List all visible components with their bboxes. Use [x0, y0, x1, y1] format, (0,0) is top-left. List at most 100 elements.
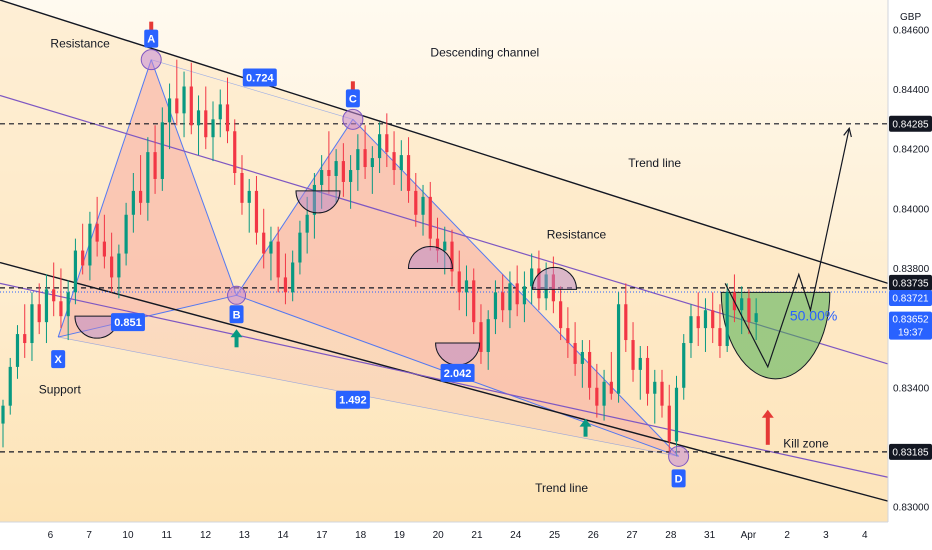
candle-body — [204, 110, 208, 138]
candle-body — [1, 405, 5, 424]
candle-body — [81, 250, 85, 266]
candle-body — [320, 170, 324, 185]
candle-body — [406, 155, 411, 191]
candle-body — [189, 86, 193, 126]
harmonic-leg-xa — [57, 59, 152, 338]
fib-ratio-label-0: 0.724 — [246, 73, 274, 85]
candle-body — [23, 334, 27, 344]
candle-body — [356, 149, 360, 171]
x-tick-label: 4 — [862, 530, 868, 541]
candle-body — [66, 292, 70, 317]
x-tick-label: 7 — [86, 530, 92, 541]
x-tick-label: 26 — [588, 530, 600, 541]
candle-body — [428, 196, 432, 239]
currency-label: GBP — [900, 12, 921, 23]
annotation-4: Support — [39, 383, 82, 397]
candle-body — [305, 214, 309, 233]
candle-body — [660, 381, 664, 406]
y-tick-label: 0.84000 — [893, 204, 930, 215]
arrow-head-3 — [579, 418, 592, 427]
candle-body — [37, 304, 41, 323]
candle-body — [580, 351, 584, 364]
arrow-head-4 — [761, 409, 774, 418]
candle-body — [262, 232, 266, 254]
candle-body — [414, 190, 418, 215]
point-label-d: D — [675, 473, 683, 485]
candle-body — [233, 131, 237, 174]
candle-body — [450, 241, 454, 272]
arc-zone-3 — [532, 266, 578, 290]
candle-body — [616, 304, 621, 394]
x-tick-label: 11 — [162, 530, 173, 541]
point-tag-x — [51, 350, 66, 369]
candle-body — [349, 170, 353, 182]
arrow-shaft-1 — [350, 81, 355, 93]
candle-body — [696, 316, 700, 329]
x-tick-label: 25 — [549, 530, 561, 541]
candle-body — [711, 310, 715, 329]
fib-ratio-label-2: 2.042 — [444, 368, 472, 380]
candle-body — [44, 289, 49, 323]
annotation-0: Resistance — [50, 37, 110, 51]
candle-body — [493, 292, 498, 320]
candle-body — [52, 289, 56, 302]
point-label-b: B — [233, 309, 241, 321]
candle-body — [457, 271, 461, 293]
candle-body — [247, 190, 251, 203]
candle-body — [95, 223, 99, 242]
candle-body — [754, 313, 758, 323]
pattern-circle-c — [342, 108, 364, 130]
candle-body — [747, 298, 751, 323]
candle-body — [522, 286, 527, 305]
x-tick-label: 6 — [48, 530, 54, 541]
candle-body — [472, 280, 476, 323]
x-tick-label: 21 — [471, 530, 483, 541]
point-label-x: X — [54, 354, 62, 366]
candle-body — [399, 155, 403, 171]
arc-zone-2 — [407, 245, 453, 269]
x-tick-label: 18 — [355, 530, 367, 541]
y-tick-label: 0.83800 — [893, 264, 930, 275]
candle-body — [587, 351, 592, 388]
candle-body — [124, 214, 128, 254]
price-tag-box-3 — [889, 443, 932, 460]
arrow-shaft-4 — [765, 416, 770, 445]
price-tag-text-3: 0.83185 — [892, 447, 929, 458]
price-tag-box-0 — [889, 115, 932, 132]
candle-body — [631, 340, 635, 370]
harmonic-xbd-fill — [58, 295, 679, 457]
candle-body — [254, 190, 259, 233]
candle-body — [530, 268, 534, 287]
candle-body — [566, 328, 570, 344]
point-label-c: C — [349, 93, 357, 105]
arrow-shaft-2 — [234, 336, 239, 348]
candle-body — [182, 86, 186, 114]
candle-body — [211, 119, 215, 138]
price-tag-box-1 — [889, 274, 932, 291]
candle-body — [291, 262, 295, 293]
x-tick-label: 2 — [784, 530, 790, 541]
pattern-circle-b — [227, 285, 247, 305]
candle-body — [682, 343, 686, 388]
price-tag-text-0: 0.84285 — [892, 119, 929, 130]
candle-body — [15, 334, 20, 367]
candle-body — [370, 158, 374, 168]
candle-body — [377, 134, 382, 159]
x-tick-label: 14 — [278, 530, 290, 541]
candle-body — [117, 253, 121, 278]
x-tick-label: Apr — [741, 530, 757, 541]
last-price-box — [889, 311, 932, 340]
fib-ratio-box-2 — [440, 363, 475, 382]
kill-zone-percent: 50.00% — [790, 307, 837, 323]
candle-body — [167, 98, 172, 123]
candle-body — [464, 280, 469, 293]
candle-body — [559, 301, 563, 329]
last-price-text: 0.83652 — [892, 315, 929, 326]
harmonic-leg-bc — [236, 119, 354, 296]
price-tag-box-2 — [889, 290, 932, 307]
fib-ratio-label-1: 0.851 — [114, 317, 142, 329]
arrow-head-2 — [230, 329, 243, 338]
x-tick-label: 17 — [316, 530, 328, 541]
x-tick-label: 3 — [823, 530, 829, 541]
